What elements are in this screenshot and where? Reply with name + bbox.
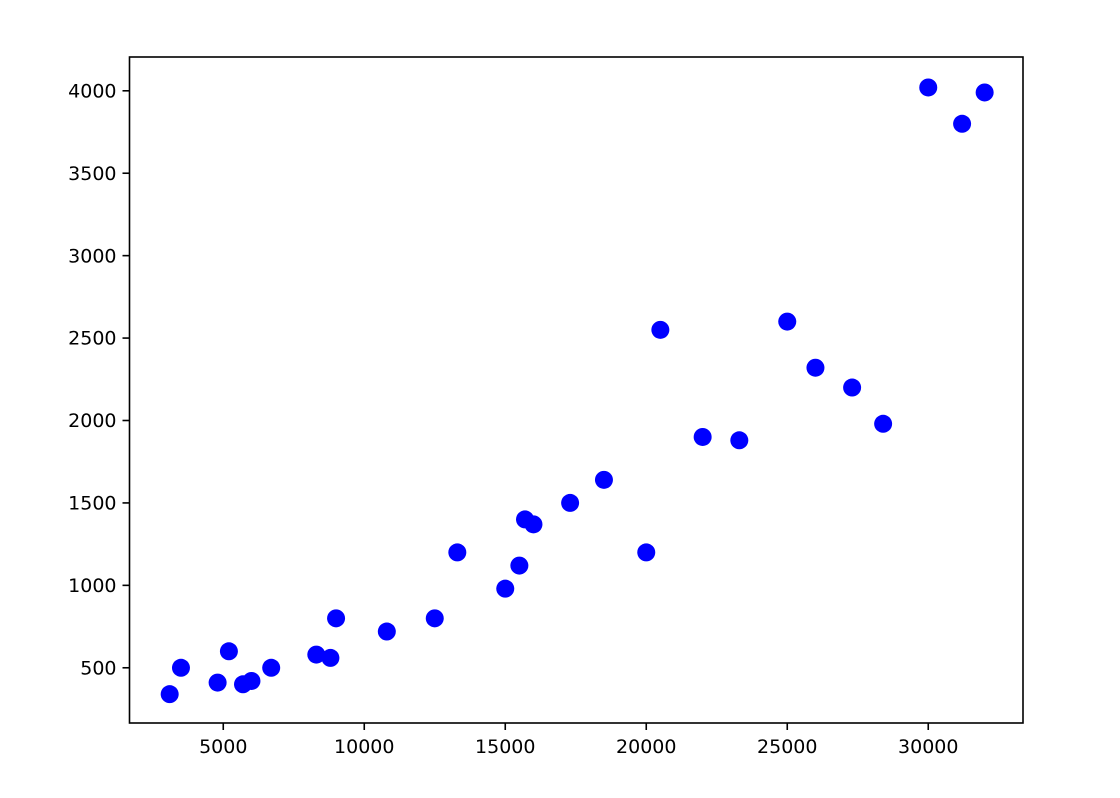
y-tick-label: 2500 <box>68 328 116 350</box>
data-point <box>778 312 797 331</box>
y-tick-label: 500 <box>80 657 116 679</box>
x-tick-label: 5000 <box>199 736 247 758</box>
data-point <box>171 658 190 677</box>
data-point <box>953 114 972 133</box>
data-point <box>524 515 543 534</box>
y-tick-label: 4000 <box>68 80 116 102</box>
data-point <box>219 642 238 661</box>
data-point <box>377 622 396 641</box>
data-point <box>208 673 227 692</box>
data-point <box>874 414 893 433</box>
data-point <box>919 78 938 97</box>
data-point <box>730 431 749 450</box>
y-tick-label: 2000 <box>68 410 116 432</box>
x-tick-label: 30000 <box>898 736 958 758</box>
x-tick-label: 20000 <box>616 736 676 758</box>
data-point <box>262 658 281 677</box>
data-point <box>321 648 340 667</box>
data-point <box>448 543 467 562</box>
y-tick-label: 1500 <box>68 493 116 515</box>
data-point <box>425 609 444 628</box>
x-tick-label: 10000 <box>334 736 394 758</box>
data-point <box>637 543 656 562</box>
y-tick-label: 3000 <box>68 245 116 267</box>
data-point <box>806 358 825 377</box>
data-point <box>510 556 529 575</box>
data-point <box>242 671 261 690</box>
data-point <box>496 579 515 598</box>
data-point <box>975 83 994 102</box>
axes-frame <box>128 56 1024 724</box>
x-tick-label: 25000 <box>757 736 817 758</box>
data-point <box>561 493 580 512</box>
y-tick-label: 1000 <box>68 575 116 597</box>
data-point <box>693 427 712 446</box>
data-point <box>843 378 862 397</box>
data-point <box>594 470 613 489</box>
y-tick-label: 3500 <box>68 163 116 185</box>
x-tick-label: 15000 <box>475 736 535 758</box>
data-point <box>651 320 670 339</box>
data-point <box>307 645 326 664</box>
data-point <box>327 609 346 628</box>
data-point <box>160 685 179 704</box>
